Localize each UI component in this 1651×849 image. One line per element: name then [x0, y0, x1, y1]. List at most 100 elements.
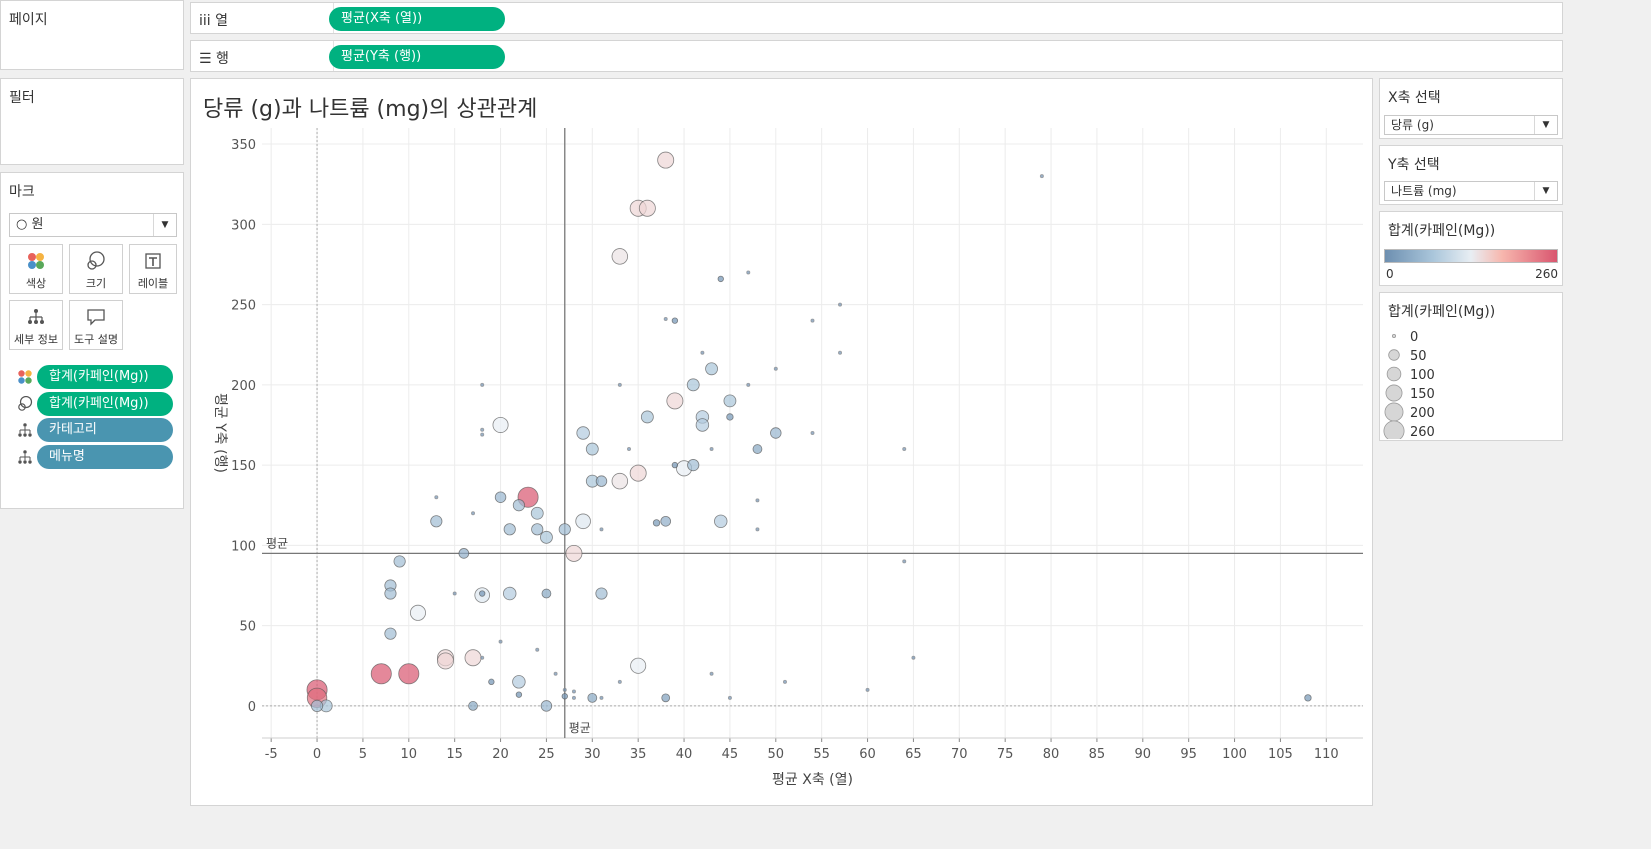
data-point: [611, 248, 629, 265]
data-point: [503, 523, 516, 536]
chevron-down-icon[interactable]: ▼: [1534, 116, 1557, 134]
y-select-title: Y축 선택: [1388, 157, 1440, 173]
data-point: [902, 559, 907, 564]
mark-field-row-color[interactable]: 합계(카페인(Mg)): [17, 365, 177, 389]
data-point: [810, 318, 815, 323]
size-legend-mark: [1391, 334, 1396, 339]
x-tick-label: 100: [1222, 747, 1247, 762]
color-legend-max: 260: [1535, 267, 1558, 281]
detail-icon: [17, 449, 33, 465]
data-point: [630, 657, 647, 674]
filters-card[interactable]: 필터: [0, 78, 184, 165]
data-point: [657, 151, 675, 169]
category-field-pill[interactable]: 카테고리: [37, 418, 173, 442]
data-point: [595, 475, 608, 487]
rows-shelf-label: ☰ 행: [199, 51, 229, 67]
y-axis-select-value: 나트륨 (mg): [1391, 184, 1457, 198]
chart-grid: [262, 128, 1363, 738]
ref-line-y-label: 평균: [266, 536, 288, 550]
x-tick-label: 10: [401, 747, 418, 762]
label-button[interactable]: 레이블: [129, 244, 177, 294]
data-point: [599, 527, 604, 532]
y-axis-select[interactable]: 나트륨 (mg) ▼: [1384, 181, 1558, 201]
color-icon: [17, 369, 33, 385]
data-point: [717, 275, 724, 283]
pages-title: 페이지: [9, 12, 48, 28]
data-point: [398, 663, 420, 685]
mark-field-row-category[interactable]: 카테고리: [17, 418, 177, 442]
size-field-pill[interactable]: 합계(카페인(Mg)): [37, 392, 173, 416]
data-point: [430, 515, 443, 528]
size-legend-mark: [1384, 402, 1404, 422]
mark-field-row-size[interactable]: 합계(카페인(Mg)): [17, 392, 177, 416]
x-tick-label: 60: [859, 747, 876, 762]
data-point: [629, 464, 647, 482]
axis-ticks: -5 0 5 10 15 20 25 30 35 40 45 50 55 60 65 70 75 80 85 90 95…: [231, 138, 1363, 762]
color-icon: [10, 251, 62, 275]
tooltip-button[interactable]: 도구 설명: [69, 300, 123, 350]
tooltip-button-label: 도구 설명: [74, 333, 118, 346]
ref-line-x-label: 평균: [569, 721, 591, 735]
pages-card: 페이지: [0, 0, 184, 70]
x-axis-select-value: 당류 (g): [1391, 118, 1434, 132]
data-point: [723, 394, 737, 408]
x-tick-label: 95: [1180, 747, 1197, 762]
data-point: [660, 515, 672, 527]
mark-type-dropdown[interactable]: ○ 원 ▼: [9, 213, 177, 237]
data-point: [640, 410, 654, 424]
data-point: [755, 527, 760, 532]
data-point: [587, 692, 598, 703]
rows-shelf[interactable]: ☰ 행 평균(Y축 (행)): [190, 40, 1563, 72]
color-button[interactable]: 색상: [9, 244, 63, 294]
size-legend-label: 150: [1410, 387, 1435, 402]
rows-pill[interactable]: 평균(Y축 (행)): [329, 45, 505, 69]
data-point: [540, 530, 553, 544]
color-field-pill[interactable]: 합계(카페인(Mg)): [37, 365, 173, 389]
data-points: [306, 151, 1312, 713]
x-tick-label: 50: [768, 747, 785, 762]
data-point: [575, 513, 591, 530]
size-legend-label: 50: [1410, 349, 1427, 364]
x-tick-label: 110: [1314, 747, 1339, 762]
data-point: [535, 647, 540, 652]
y-tick-label: 300: [231, 218, 256, 233]
detail-icon: [17, 422, 33, 438]
data-point: [686, 378, 700, 392]
filters-title: 필터: [9, 90, 35, 106]
chevron-down-icon[interactable]: ▼: [153, 214, 176, 236]
data-point: [370, 663, 392, 685]
chevron-down-icon[interactable]: ▼: [1534, 182, 1557, 200]
size-legend-mark: [1383, 420, 1405, 439]
size-legend-label: 260: [1410, 425, 1435, 439]
x-axis-select[interactable]: 당류 (g) ▼: [1384, 115, 1558, 135]
x-tick-label: 40: [676, 747, 693, 762]
size-legend-mark: [1388, 349, 1400, 361]
data-point: [865, 687, 870, 692]
data-point: [705, 362, 718, 376]
data-point: [770, 427, 782, 439]
x-tick-label: 80: [1043, 747, 1060, 762]
data-point: [1304, 694, 1312, 702]
color-button-label: 색상: [25, 277, 47, 290]
x-tick-label: -5: [265, 747, 278, 762]
size-legend-mark: [1386, 366, 1402, 382]
reference-lines: 평균 평균: [262, 128, 1363, 738]
columns-pill[interactable]: 평균(X축 (열)): [329, 7, 505, 31]
mark-field-row-menu[interactable]: 메뉴명: [17, 445, 177, 469]
data-point: [773, 366, 778, 371]
data-point: [558, 523, 571, 536]
columns-shelf[interactable]: iii 열 평균(X축 (열)): [190, 2, 1563, 34]
data-point: [666, 392, 684, 410]
detail-button[interactable]: 세부 정보: [9, 300, 63, 350]
y-axis-title: 평균 Y축 (행): [212, 393, 228, 473]
y-tick-label: 250: [231, 299, 256, 314]
size-button[interactable]: 크기: [69, 244, 123, 294]
data-point: [498, 639, 503, 644]
data-point: [494, 491, 507, 503]
data-point: [562, 687, 567, 692]
marks-card: 마크 ○ 원 ▼ 색상 크기 레이블: [0, 172, 184, 509]
menu-name-field-pill[interactable]: 메뉴명: [37, 445, 173, 469]
data-point: [571, 689, 576, 694]
data-point: [434, 495, 439, 500]
